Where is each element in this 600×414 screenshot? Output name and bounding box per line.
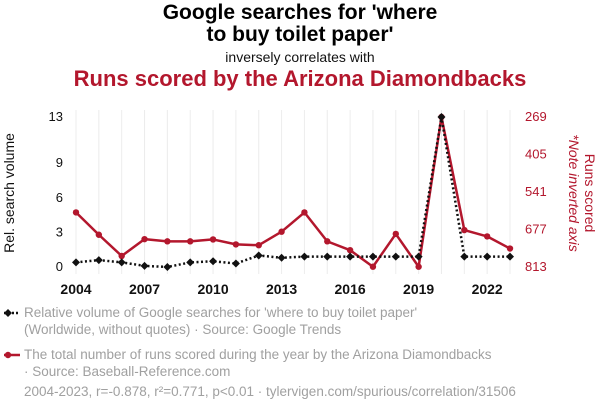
right-axis-ticks: 269 405 541 677 813 xyxy=(525,109,547,274)
chart-title-line1: Google searches for 'where xyxy=(162,1,438,24)
legend-runs-line1: The total number of runs scored during t… xyxy=(24,347,492,362)
runs-point xyxy=(187,238,194,245)
runs-point xyxy=(232,241,240,248)
google-point xyxy=(117,258,126,267)
chart-title-line2: to buy toilet paper' xyxy=(206,23,394,46)
legend-google-line1: Relative volume of Google searches for '… xyxy=(24,305,418,320)
google-point xyxy=(140,261,149,270)
left-tick-label: 9 xyxy=(56,155,63,170)
left-tick-label: 6 xyxy=(56,190,63,205)
google-point xyxy=(346,252,355,261)
x-tick-label: 2022 xyxy=(472,281,503,297)
left-axis-label: Rel. search volume xyxy=(1,133,17,253)
google-point xyxy=(483,252,492,261)
runs-line xyxy=(75,115,511,268)
x-axis-ticks: 2004 2007 2010 2013 2016 2019 2022 xyxy=(60,281,503,297)
legend-google-diamond-marker xyxy=(4,309,12,317)
right-tick-label: 405 xyxy=(525,147,547,162)
runs-point xyxy=(164,238,171,245)
runs-point xyxy=(72,209,80,216)
legend-google: Relative volume of Google searches for '… xyxy=(24,304,417,338)
legend-runs-line2: · Source: Baseball-Reference.com xyxy=(24,364,231,379)
left-tick-label: 0 xyxy=(56,259,63,274)
google-point xyxy=(300,252,309,261)
runs-point xyxy=(301,209,308,216)
runs-point xyxy=(209,236,217,243)
legend-runs: The total number of runs scored during t… xyxy=(24,346,492,380)
runs-point xyxy=(392,230,399,238)
series-google xyxy=(72,113,514,271)
google-point xyxy=(460,252,469,261)
google-point xyxy=(414,252,423,261)
right-tick-label: 269 xyxy=(525,109,547,124)
google-point xyxy=(186,258,195,267)
google-point xyxy=(231,259,240,268)
chart-footer: 2004-2023, r=-0.878, r²=0.771, p<0.01 · … xyxy=(24,384,516,399)
x-tick-label: 2010 xyxy=(197,281,228,297)
google-line xyxy=(75,116,510,269)
google-point xyxy=(506,252,514,261)
x-tick-label: 2004 xyxy=(60,281,91,297)
google-point xyxy=(277,253,286,262)
runs-point xyxy=(461,226,468,234)
x-tick-label: 2016 xyxy=(335,281,366,297)
chart-subtitle: inversely correlates with xyxy=(225,49,375,65)
runs-point xyxy=(506,245,514,252)
runs-point xyxy=(118,252,125,260)
chart-title-secondary: Runs scored by the Arizona Diamondbacks xyxy=(73,66,527,91)
right-axis-note: *Note inverted axis xyxy=(566,134,582,252)
google-point xyxy=(94,256,103,265)
google-point xyxy=(368,252,377,261)
right-tick-label: 541 xyxy=(525,184,547,199)
runs-point xyxy=(141,235,148,243)
x-tick-label: 2007 xyxy=(129,281,160,297)
runs-point xyxy=(278,228,285,235)
google-point xyxy=(391,252,400,261)
legend-marks xyxy=(4,309,20,359)
left-tick-label: 3 xyxy=(56,224,63,239)
google-point xyxy=(323,252,332,261)
grid-lines xyxy=(75,110,511,274)
runs-point xyxy=(346,246,354,254)
google-point xyxy=(209,257,218,266)
runs-point xyxy=(483,233,491,240)
runs-point xyxy=(324,238,331,245)
runs-point xyxy=(255,242,262,249)
right-tick-label: 677 xyxy=(525,222,547,237)
google-point xyxy=(163,263,172,271)
left-axis-ticks: 0 3 6 9 13 xyxy=(49,109,63,274)
google-point xyxy=(437,113,446,121)
runs-point xyxy=(415,263,422,270)
legend-runs-dot-marker xyxy=(4,351,12,359)
x-tick-label: 2019 xyxy=(403,281,434,297)
google-point xyxy=(254,251,263,260)
runs-point xyxy=(369,263,377,270)
runs-point xyxy=(95,231,103,238)
x-tick-label: 2013 xyxy=(266,281,297,297)
google-point xyxy=(72,258,80,267)
right-axis-label: Runs scored xyxy=(582,154,598,233)
left-tick-label: 13 xyxy=(49,109,63,124)
right-tick-label: 813 xyxy=(525,259,547,274)
series-runs xyxy=(72,113,514,270)
legend-google-line2: (Worldwide, without quotes) · Source: Go… xyxy=(24,322,342,337)
